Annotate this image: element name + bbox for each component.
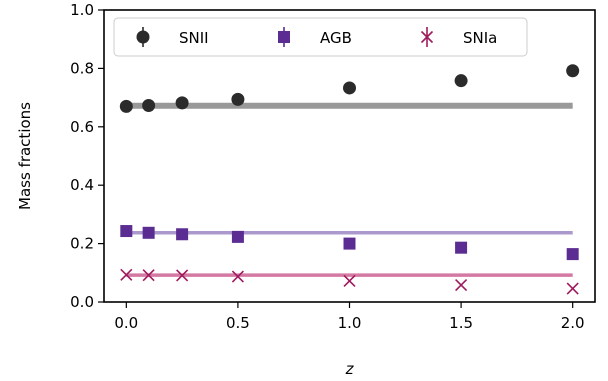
- data-point-snii: [175, 96, 189, 110]
- x-tick-label: 1.0: [338, 314, 362, 332]
- legend: SNII AGB SNIa: [113, 17, 528, 57]
- legend-marker-snia-stroke: [420, 30, 434, 44]
- data-point-agb: [231, 230, 244, 243]
- legend-marker-snia: [420, 30, 434, 44]
- legend-label-agb: AGB: [320, 29, 352, 47]
- data-point-agb: [455, 241, 468, 254]
- data-point-snia-stroke: [120, 268, 133, 281]
- legend-marker-snii: [136, 30, 150, 44]
- legend-label-snii: SNII: [179, 29, 209, 47]
- data-point-snia-stroke: [566, 282, 579, 295]
- y-tick-label: 0.4: [70, 176, 94, 194]
- data-point-agb: [566, 248, 579, 261]
- axis-ticks: 0.0 0.5 1.0 1.5 2.0 0.0 0.2 0.4 0.6 0.8 1.0: [70, 1, 584, 332]
- data-point-snia-stroke: [455, 278, 468, 292]
- y-tick-label: 0.2: [70, 235, 94, 253]
- data-marks: [119, 64, 580, 295]
- x-tick-label: 1.5: [449, 314, 473, 332]
- legend-marker-agb: [278, 31, 290, 43]
- data-point-agb: [142, 226, 155, 239]
- data-point-agb: [120, 225, 133, 238]
- x-axis-label: z: [345, 360, 355, 378]
- data-point-snii: [566, 64, 580, 78]
- data-point-snia-stroke: [343, 274, 356, 288]
- data-point-snii: [231, 92, 245, 106]
- data-point-snii: [343, 81, 356, 95]
- data-point-agb: [343, 237, 356, 250]
- data-point-snia: [176, 269, 189, 282]
- y-axis-label: Mass fractions: [16, 102, 34, 210]
- data-point-agb: [176, 228, 189, 241]
- x-tick-label: 0.5: [226, 314, 250, 332]
- legend-label-snia: SNIa: [463, 29, 497, 47]
- data-point-snia: [343, 274, 356, 288]
- y-tick-label: 0.0: [70, 293, 94, 311]
- data-point-snii: [119, 99, 133, 113]
- data-point-snia: [231, 270, 244, 283]
- reference-lines: [126, 102, 573, 277]
- data-point-snii: [454, 74, 468, 88]
- y-tick-label: 0.6: [70, 118, 94, 136]
- y-tick-label: 1.0: [70, 1, 94, 19]
- data-point-snia-stroke: [142, 269, 155, 282]
- x-tick-label: 2.0: [561, 314, 585, 332]
- y-tick-label: 0.8: [70, 59, 94, 77]
- data-point-snia: [566, 282, 579, 295]
- legend-box: [113, 17, 528, 57]
- data-point-snia: [142, 269, 155, 282]
- data-point-snia-stroke: [176, 269, 189, 282]
- data-point-snia-stroke: [231, 270, 244, 283]
- x-tick-label: 0.0: [114, 314, 138, 332]
- data-point-snii: [142, 98, 156, 112]
- data-point-snia: [455, 278, 468, 292]
- data-point-snia: [120, 268, 133, 281]
